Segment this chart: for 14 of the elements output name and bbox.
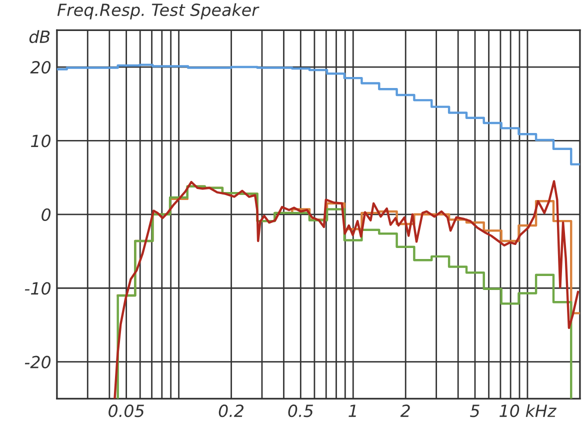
x-tick-label: 2 bbox=[400, 404, 410, 417]
x-tick-label: 5 bbox=[470, 404, 480, 418]
y-tick-label: -10 bbox=[24, 282, 51, 295]
x-tick-label: 0.5 bbox=[288, 404, 313, 418]
x-tick-label: 10 kHz bbox=[500, 404, 556, 418]
x-tick-label: 0.05 bbox=[108, 404, 144, 418]
chart-title: Freq.Resp. Test Speaker bbox=[57, 3, 260, 20]
y-tick-label: 10 bbox=[30, 134, 51, 148]
y-axis-title: dB bbox=[29, 30, 50, 44]
y-tick-label: -20 bbox=[24, 356, 51, 368]
x-tick-label: 0.2 bbox=[218, 404, 244, 418]
y-tick-label: 0 bbox=[42, 208, 51, 221]
x-tick-label: 1 bbox=[348, 404, 356, 417]
y-tick-label: 20 bbox=[30, 60, 51, 74]
